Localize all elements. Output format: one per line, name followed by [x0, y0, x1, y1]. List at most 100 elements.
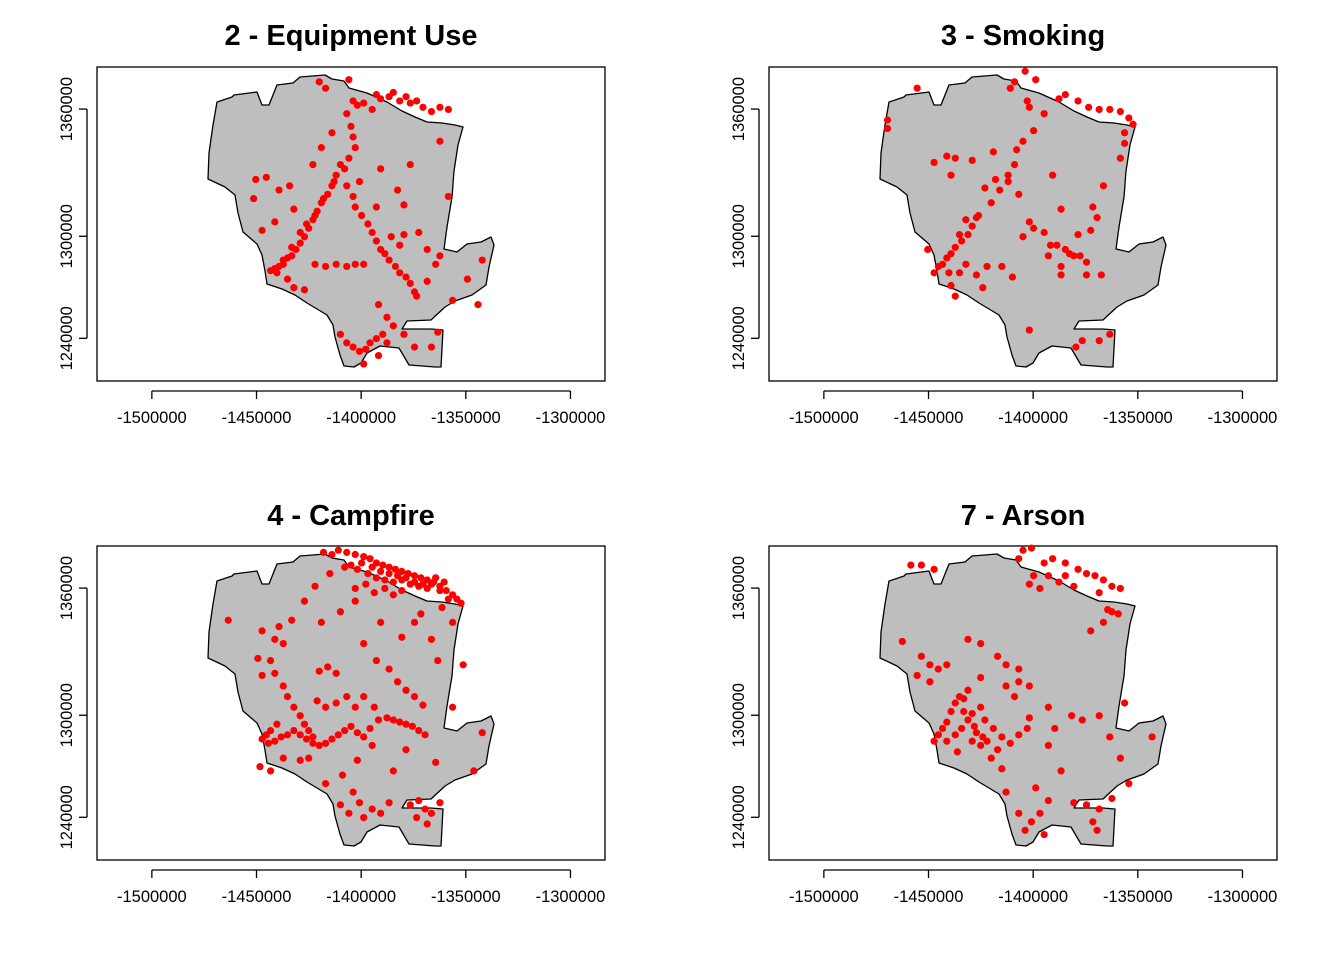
- fire-point: [1089, 818, 1097, 826]
- x-tick-label: -1450000: [894, 888, 964, 906]
- fire-point: [351, 584, 359, 593]
- fire-point: [279, 256, 287, 264]
- fire-point: [1108, 794, 1116, 803]
- fire-point: [360, 260, 368, 268]
- fire-point: [343, 182, 351, 190]
- fire-point: [998, 262, 1006, 271]
- x-axis: -1500000 -1450000 -1400000 -1350000 -1300000: [117, 869, 605, 906]
- fire-point: [343, 339, 351, 347]
- fire-point: [400, 231, 408, 239]
- fire-point: [930, 158, 938, 167]
- fire-point: [383, 339, 391, 347]
- fire-point: [402, 746, 410, 754]
- fire-point: [410, 693, 419, 701]
- fire-point: [960, 695, 968, 703]
- fire-point: [413, 97, 421, 105]
- fire-point: [423, 820, 431, 828]
- fire-point: [277, 733, 285, 741]
- fire-point: [271, 635, 279, 643]
- fire-point: [1089, 203, 1097, 211]
- fire-point: [1046, 241, 1055, 249]
- fire-point: [279, 639, 287, 648]
- fire-point: [463, 275, 472, 283]
- fire-point: [1074, 97, 1082, 105]
- fire-point: [977, 703, 985, 711]
- fire-point: [917, 561, 926, 569]
- fire-point: [258, 226, 266, 234]
- fire-point: [343, 262, 351, 271]
- fire-point: [1029, 224, 1038, 232]
- fire-point: [1040, 559, 1048, 567]
- fire-point: [389, 578, 397, 586]
- fire-point: [1002, 788, 1010, 796]
- fire-point: [396, 269, 404, 277]
- plot-frame: [96, 545, 606, 861]
- fire-point: [351, 550, 359, 559]
- fire-point: [449, 296, 457, 304]
- fire-point: [423, 245, 431, 254]
- y-axis: 1240000 1300000 1360000: [730, 556, 760, 849]
- fire-point: [1044, 796, 1052, 805]
- fire-point: [360, 733, 368, 741]
- fire-point: [393, 186, 402, 194]
- fire-point: [1008, 273, 1017, 281]
- x-tick-label: -1500000: [789, 409, 859, 427]
- y-tick-label: 1360000: [58, 556, 76, 620]
- fire-point: [436, 137, 444, 145]
- fire-point: [300, 720, 309, 728]
- fire-point: [449, 703, 457, 711]
- y-axis: 1240000 1300000 1360000: [58, 556, 88, 849]
- fire-point: [1013, 146, 1021, 154]
- fire-point: [332, 260, 340, 268]
- fire-point: [357, 211, 366, 220]
- fire-point: [1002, 682, 1010, 690]
- y-tick-label: 1360000: [730, 77, 748, 141]
- fire-point: [989, 724, 997, 733]
- fire-point: [926, 678, 934, 686]
- fire-point: [353, 101, 361, 109]
- fire-point: [1004, 177, 1012, 186]
- fire-point: [266, 767, 275, 775]
- fire-point: [945, 269, 953, 277]
- fire-point: [396, 718, 404, 726]
- x-tick-label: -1450000: [222, 409, 292, 427]
- fire-point: [415, 726, 423, 735]
- fire-point: [396, 97, 404, 105]
- fire-point: [300, 597, 309, 605]
- fire-point: [1061, 90, 1069, 99]
- fire-point: [968, 222, 976, 230]
- fire-point: [328, 550, 336, 559]
- fire-point: [336, 801, 345, 809]
- x-tick-label: -1400000: [326, 409, 396, 427]
- fire-point: [989, 148, 997, 156]
- fire-point: [436, 799, 444, 807]
- fire-point: [1023, 97, 1031, 105]
- fire-point: [1085, 103, 1093, 111]
- fire-point: [347, 122, 355, 131]
- fire-point: [1049, 555, 1057, 563]
- fire-point: [379, 561, 387, 569]
- fire-point: [423, 277, 431, 285]
- fire-point: [968, 156, 976, 164]
- fire-point: [374, 351, 383, 360]
- x-tick-label: -1350000: [1103, 409, 1173, 427]
- fire-point: [319, 194, 328, 203]
- fire-point: [1106, 105, 1114, 114]
- fire-point: [252, 175, 260, 184]
- fire-point: [410, 618, 419, 626]
- plot-frame: [768, 545, 1278, 861]
- fire-point: [962, 260, 970, 268]
- fire-point: [1057, 271, 1065, 279]
- fire-point: [1106, 330, 1114, 338]
- fire-point: [1055, 95, 1063, 103]
- fire-point: [419, 701, 427, 709]
- fire-point: [1082, 258, 1091, 266]
- fire-point: [406, 279, 414, 288]
- fire-point: [288, 243, 296, 251]
- y-tick-label: 1240000: [58, 785, 76, 849]
- fire-point: [372, 203, 380, 211]
- fire-point: [427, 343, 436, 351]
- fire-point: [296, 731, 304, 739]
- fire-point: [322, 703, 330, 711]
- fire-point: [309, 739, 317, 747]
